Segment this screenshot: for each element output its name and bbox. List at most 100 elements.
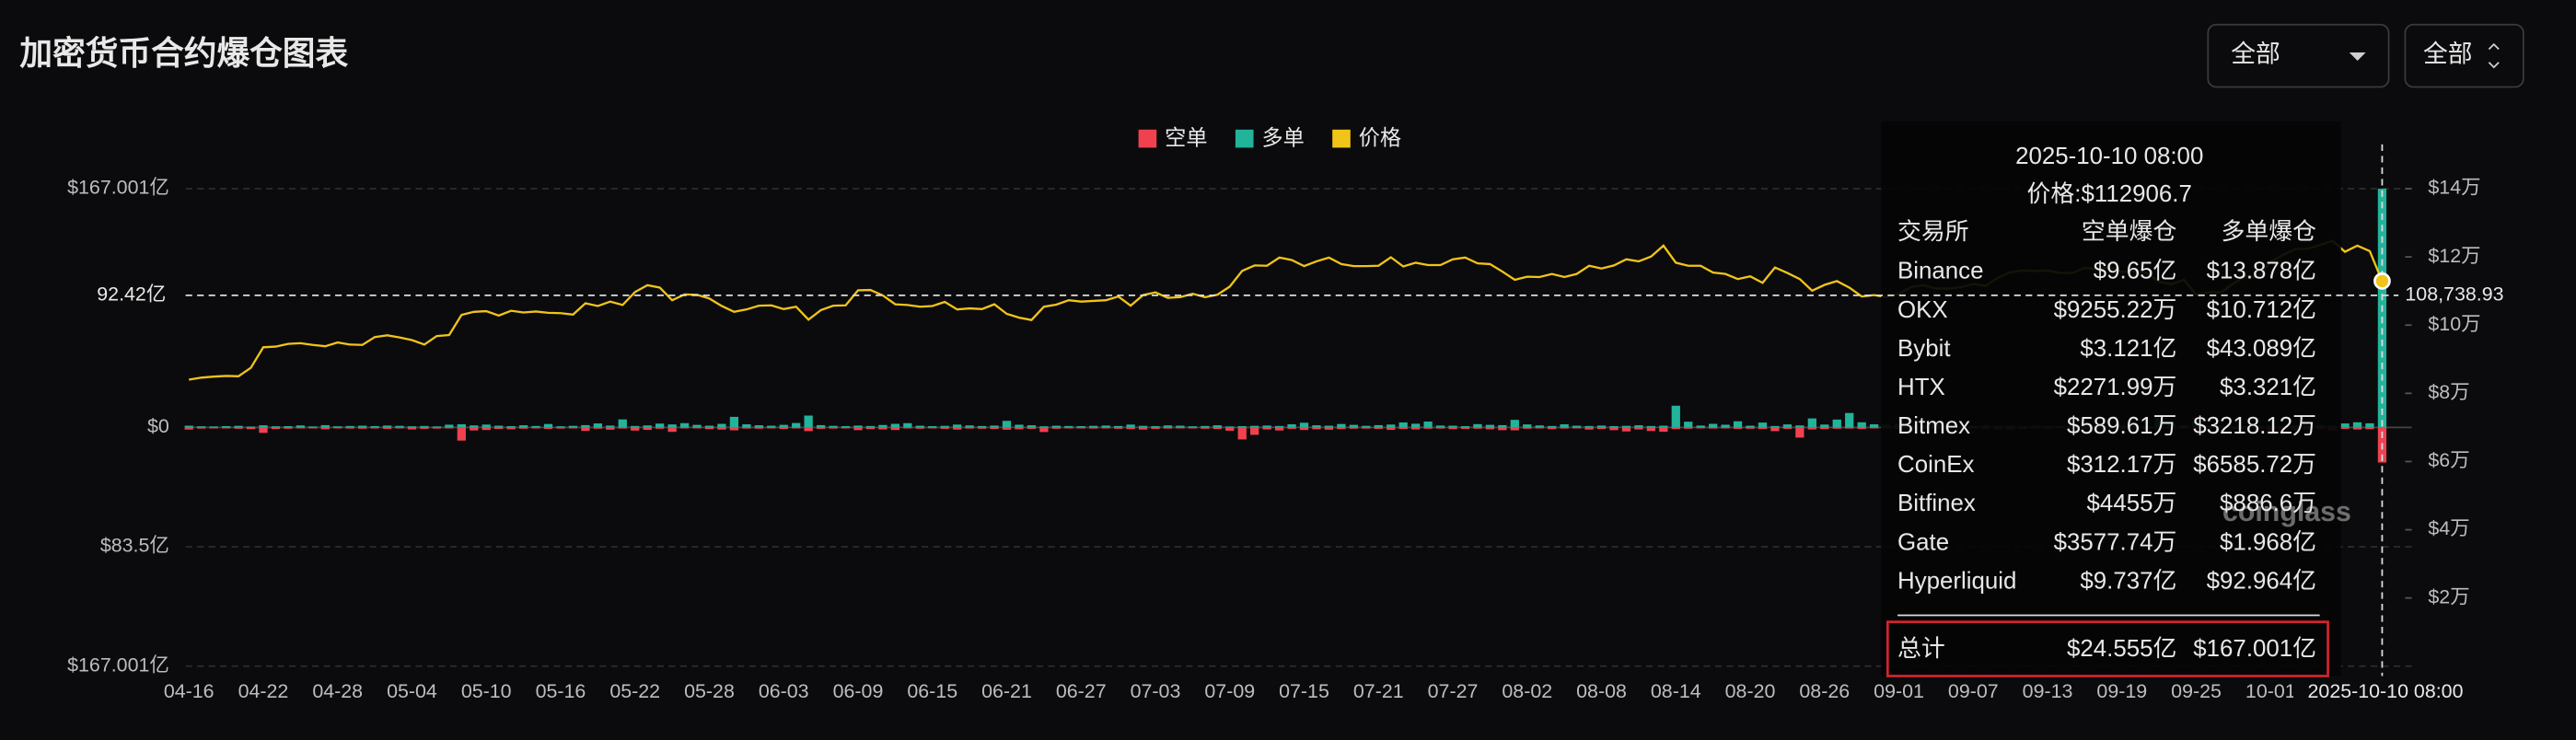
bar <box>1076 425 1085 428</box>
bar <box>1089 427 1098 429</box>
bar <box>1584 425 1594 428</box>
bar <box>531 425 540 428</box>
dropdown-box[interactable] <box>2207 23 2390 88</box>
tooltip-exchange: Gate <box>1897 529 1949 555</box>
bar <box>333 427 342 429</box>
bar <box>1820 424 1829 428</box>
bar <box>1721 427 1730 429</box>
bar <box>593 427 602 429</box>
tooltip-value: $6585.72万 <box>2193 452 2316 478</box>
bar <box>1671 427 1680 430</box>
bar <box>742 427 751 429</box>
tooltip-value: $2271.99万 <box>2054 375 2177 400</box>
bar <box>345 425 354 428</box>
bar <box>1659 427 1668 433</box>
crosshair-y2-label: 108,738.93 <box>2405 283 2503 306</box>
bar <box>1770 425 1780 428</box>
bar <box>1201 427 1210 429</box>
bar <box>767 425 776 428</box>
bar <box>1151 425 1160 428</box>
bar <box>1387 424 1396 428</box>
bar <box>1845 412 1854 428</box>
bar <box>1163 427 1173 429</box>
bar <box>865 427 876 430</box>
bar <box>1250 425 1259 428</box>
bar <box>890 423 900 428</box>
bar <box>184 427 193 430</box>
bar <box>792 427 801 429</box>
bar <box>506 425 516 428</box>
x-tick-label: 10-01 <box>2245 680 2296 702</box>
bar <box>581 427 590 432</box>
bar <box>370 427 379 429</box>
crosshair-label-box <box>78 280 175 310</box>
bar <box>184 425 193 428</box>
bar <box>1423 427 1433 429</box>
bar <box>593 423 602 428</box>
bar <box>853 425 863 428</box>
dropdown-caret[interactable] <box>2349 52 2366 61</box>
bar <box>754 425 763 428</box>
bar <box>977 425 987 428</box>
bar <box>1312 427 1321 430</box>
bar <box>890 427 900 431</box>
bar <box>1596 427 1607 430</box>
bar <box>1225 427 1235 431</box>
bar <box>1523 427 1532 429</box>
bar <box>1485 427 1495 430</box>
bar <box>1646 425 1656 428</box>
tooltip-value: $4455万 <box>2087 491 2177 516</box>
bar <box>259 427 268 434</box>
bar <box>618 419 627 428</box>
x-tick-label: 07-09 <box>1204 680 1255 702</box>
bar <box>1807 427 1816 430</box>
bar <box>395 427 404 429</box>
bar <box>1869 427 1879 429</box>
bar <box>2340 427 2350 429</box>
tooltip-header: 空单爆仓 <box>2082 218 2177 245</box>
tooltip-value: $9.65亿 <box>2094 258 2177 284</box>
bar <box>1039 426 1049 428</box>
bar <box>1362 427 1371 429</box>
bar <box>779 427 788 430</box>
dropdown[interactable]: 全部 <box>2404 23 2524 88</box>
bar <box>953 424 962 428</box>
tooltip-value: $10.712亿 <box>2207 296 2316 323</box>
tooltip-exchange: Bitfinex <box>1897 491 1976 516</box>
bar <box>1287 427 1296 429</box>
tooltip-value: $886.6万 <box>2220 491 2316 516</box>
bar <box>246 426 256 428</box>
bar <box>1374 427 1383 429</box>
bar <box>518 425 528 428</box>
x-tick-label: 09-07 <box>1948 680 1999 702</box>
bar <box>271 427 281 430</box>
bar <box>829 427 838 429</box>
bar <box>1027 427 1037 429</box>
bar <box>606 425 615 428</box>
x-tick-label: 06-21 <box>981 680 1032 702</box>
bar <box>345 427 354 429</box>
bar <box>754 427 763 429</box>
bar <box>928 425 937 428</box>
bar <box>841 425 851 428</box>
legend-label: 价格 <box>1359 126 1401 150</box>
crosshair-label-box <box>2398 280 2521 310</box>
bar <box>296 425 305 428</box>
dropdown[interactable]: 全部 <box>2207 23 2390 88</box>
bar <box>1770 427 1780 432</box>
x-tick-label: 07-15 <box>1279 680 1329 702</box>
dropdown-box[interactable] <box>2404 23 2524 88</box>
dropdown-label[interactable]: 全部 <box>2231 40 2280 68</box>
bar <box>1782 427 1793 429</box>
bar <box>667 424 677 428</box>
bar <box>1832 427 1841 429</box>
bar <box>1324 425 1334 428</box>
bar <box>457 427 466 441</box>
x-tick-label: 07-03 <box>1131 680 1181 702</box>
bar <box>333 426 342 428</box>
dropdown-label[interactable]: 全部 <box>2423 40 2473 68</box>
bar <box>1398 427 1408 430</box>
dropdown-chevron[interactable] <box>2488 42 2500 69</box>
bar <box>853 427 863 431</box>
bar <box>1634 425 1643 428</box>
